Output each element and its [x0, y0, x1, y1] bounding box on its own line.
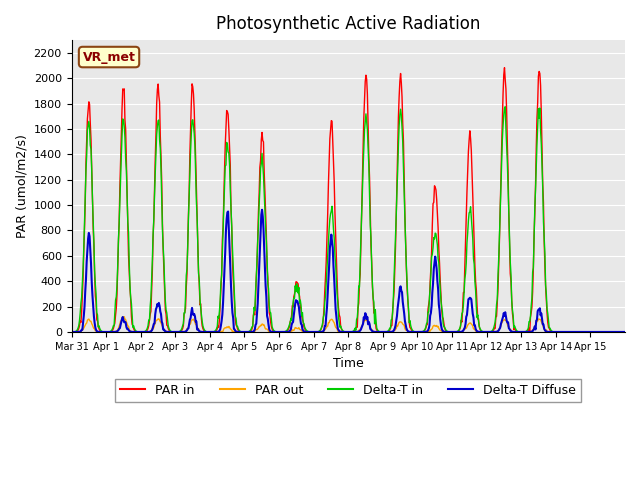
Delta-T in: [621, 329, 629, 335]
Delta-T Diffuse: [68, 329, 76, 335]
Delta-T Diffuse: [132, 329, 140, 335]
PAR in: [405, 320, 413, 325]
Delta-T Diffuse: [406, 329, 414, 335]
Delta-T in: [262, 226, 269, 231]
Delta-T Diffuse: [258, 207, 266, 213]
PAR out: [236, 329, 243, 335]
Line: Delta-T in: Delta-T in: [72, 107, 625, 332]
Delta-T in: [234, 326, 242, 332]
PAR out: [263, 326, 271, 332]
PAR out: [68, 329, 76, 335]
PAR out: [284, 329, 292, 335]
Delta-T in: [283, 328, 291, 334]
Delta-T Diffuse: [284, 329, 291, 335]
Delta-T in: [436, 287, 444, 293]
Delta-T in: [405, 320, 413, 325]
Line: PAR in: PAR in: [72, 68, 625, 332]
Delta-T Diffuse: [262, 294, 270, 300]
PAR in: [262, 212, 269, 218]
PAR out: [438, 328, 445, 334]
PAR in: [68, 329, 76, 335]
PAR in: [621, 329, 629, 335]
PAR in: [234, 327, 242, 333]
PAR out: [621, 329, 629, 335]
PAR in: [132, 329, 140, 335]
Delta-T in: [132, 328, 140, 334]
X-axis label: Time: Time: [333, 357, 364, 370]
Delta-T Diffuse: [234, 329, 242, 335]
PAR in: [283, 328, 291, 334]
Delta-T Diffuse: [621, 329, 629, 335]
Delta-T Diffuse: [437, 322, 445, 328]
Line: Delta-T Diffuse: Delta-T Diffuse: [72, 210, 625, 332]
Text: VR_met: VR_met: [83, 50, 136, 63]
PAR out: [407, 329, 415, 335]
Y-axis label: PAR (umol/m2/s): PAR (umol/m2/s): [15, 134, 28, 238]
Delta-T in: [68, 329, 76, 335]
Title: Photosynthetic Active Radiation: Photosynthetic Active Radiation: [216, 15, 481, 33]
PAR in: [436, 278, 444, 284]
PAR in: [500, 65, 508, 71]
Line: PAR out: PAR out: [72, 317, 625, 332]
PAR out: [120, 314, 128, 320]
Legend: PAR in, PAR out, Delta-T in, Delta-T Diffuse: PAR in, PAR out, Delta-T in, Delta-T Dif…: [115, 379, 581, 402]
PAR out: [133, 329, 141, 335]
Delta-T in: [501, 104, 509, 109]
PAR out: [196, 329, 204, 335]
